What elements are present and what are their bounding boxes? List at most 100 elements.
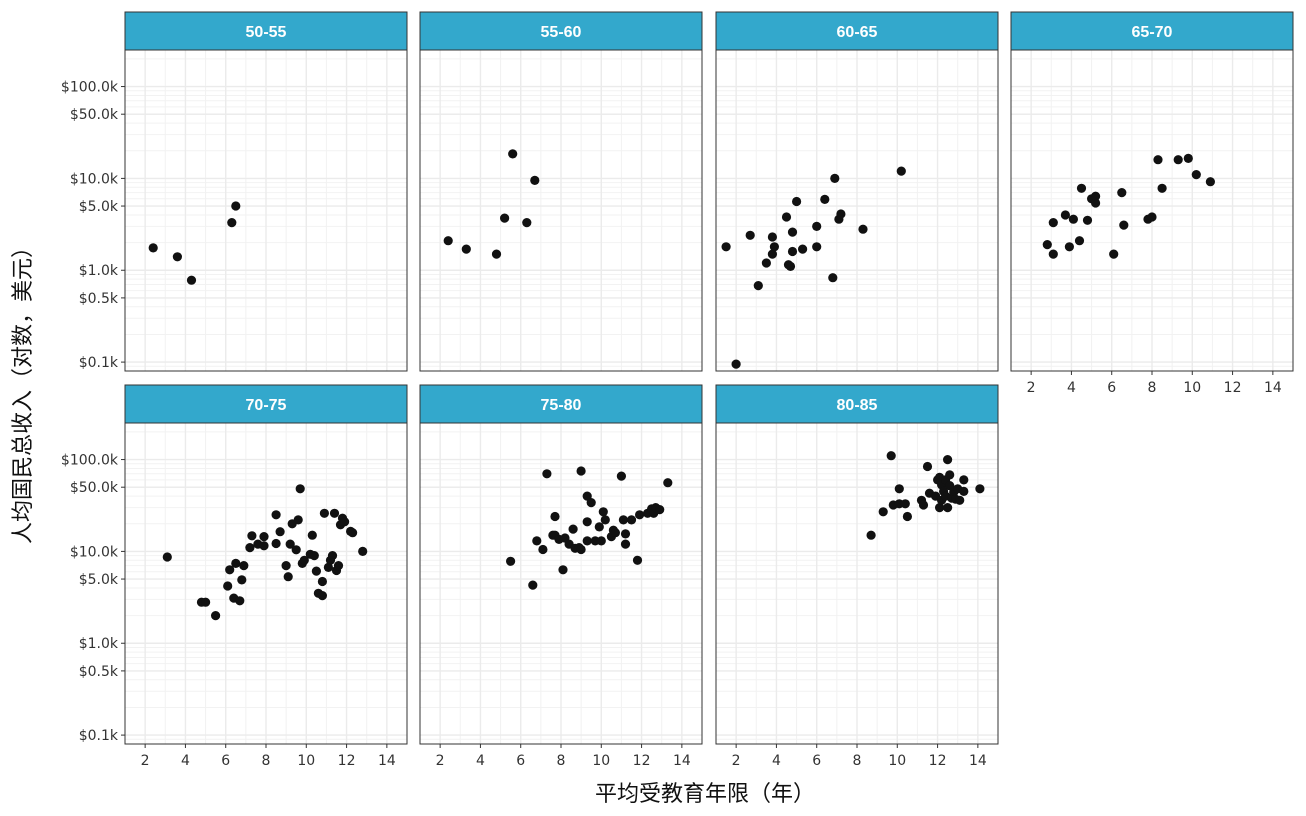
data-point <box>943 503 953 513</box>
y-tick-label: $0.5k <box>79 664 119 680</box>
y-tick-label: $10.0k <box>70 544 119 560</box>
data-point <box>275 527 285 537</box>
facet-panel-60-65: 60-65 <box>715 11 999 372</box>
x-tick-label: 12 <box>1224 380 1242 396</box>
data-point <box>538 544 548 555</box>
facet-strip-label: 65-70 <box>1132 24 1173 41</box>
data-point <box>586 498 596 508</box>
y-tick-label: $10.0k <box>70 171 119 187</box>
facet-panel-65-70: 65-70 2 4 6 8 10 12 14 <box>1010 11 1294 396</box>
facet-strip-label: 50-55 <box>246 24 287 41</box>
data-point <box>293 515 303 525</box>
data-point <box>785 261 796 271</box>
data-point <box>148 243 158 253</box>
data-point <box>600 515 610 525</box>
data-point <box>1183 153 1193 163</box>
data-point <box>975 484 985 494</box>
data-point <box>443 236 453 246</box>
data-point <box>900 499 910 509</box>
data-point <box>1173 155 1183 165</box>
data-point <box>172 252 182 262</box>
x-tick-label: 10 <box>297 753 315 769</box>
data-point <box>461 244 471 254</box>
data-point <box>721 242 731 252</box>
x-axis-title: 平均受教育年限（年） <box>595 782 815 807</box>
data-point <box>247 531 257 541</box>
data-point <box>812 221 822 231</box>
y-tick-label: $0.5k <box>79 291 119 307</box>
x-tick-label: 4 <box>476 753 485 769</box>
data-point <box>626 515 637 525</box>
x-tick-label: 8 <box>1148 380 1157 396</box>
data-point <box>1074 236 1085 246</box>
data-point <box>327 551 338 561</box>
y-tick-label: $0.1k <box>79 355 119 371</box>
data-point <box>231 201 241 211</box>
data-point <box>506 556 516 566</box>
data-point <box>1068 214 1078 224</box>
data-point <box>358 546 368 557</box>
data-point <box>227 218 237 228</box>
data-point <box>792 196 802 207</box>
facet-strip <box>419 11 703 51</box>
data-point <box>896 166 906 176</box>
data-point <box>1091 198 1101 208</box>
data-point <box>616 471 627 481</box>
y-tick-label: $5.0k <box>79 572 119 588</box>
data-point <box>309 551 319 561</box>
data-point <box>295 484 305 494</box>
facet-panel-80-85: 80-85 2 4 6 8 10 12 14 <box>715 384 999 769</box>
data-point <box>340 517 350 527</box>
data-point <box>594 522 604 532</box>
data-point <box>491 249 502 259</box>
data-point <box>820 194 830 204</box>
data-point <box>162 552 172 562</box>
data-point <box>959 486 969 496</box>
data-point <box>1091 191 1101 201</box>
data-point <box>1042 240 1052 250</box>
data-point <box>323 562 333 573</box>
data-point <box>283 572 293 582</box>
data-point <box>922 461 933 472</box>
data-point <box>935 503 945 513</box>
facet-strip-label: 80-85 <box>837 397 878 414</box>
data-point <box>225 565 235 575</box>
data-point <box>830 173 840 183</box>
x-tick-label: 2 <box>1027 380 1036 396</box>
facet-strip-label: 55-60 <box>541 24 582 41</box>
y-tick-label: $50.0k <box>70 480 119 496</box>
x-tick-label: 14 <box>969 753 987 769</box>
data-point <box>596 536 606 546</box>
data-point <box>550 511 560 522</box>
data-point <box>812 242 822 252</box>
data-point <box>1076 183 1087 193</box>
data-point <box>781 212 792 222</box>
data-point <box>237 575 247 585</box>
data-point <box>532 536 542 546</box>
data-point <box>186 275 197 285</box>
x-tick-label: 8 <box>262 753 271 769</box>
y-tick-label: $0.1k <box>79 728 119 744</box>
x-tick-label: 10 <box>888 753 906 769</box>
data-point <box>333 561 344 571</box>
data-point <box>223 581 233 591</box>
facet-strip <box>715 384 999 424</box>
facet-strip <box>124 11 408 51</box>
data-point <box>299 555 309 565</box>
x-tick-label: 10 <box>1183 380 1201 396</box>
y-tick-label: $100.0k <box>61 453 119 469</box>
data-point <box>858 224 868 234</box>
data-point <box>866 530 876 540</box>
data-point <box>902 511 913 522</box>
data-point <box>945 481 955 491</box>
y-tick-label: $50.0k <box>70 107 119 123</box>
facet-panel-70-75: 70-75 $0.1k $0.5k $1.0k $5.0k $10.0k $50.0k $10… <box>61 384 408 769</box>
x-tick-label: 8 <box>557 753 566 769</box>
data-point <box>211 611 221 621</box>
data-point <box>1153 155 1163 165</box>
x-tick-label: 10 <box>592 753 610 769</box>
data-point <box>663 478 673 488</box>
y-tick-label: $1.0k <box>79 636 119 652</box>
facet-panel-55-60: 55-60 <box>419 11 703 372</box>
data-point <box>317 576 327 587</box>
